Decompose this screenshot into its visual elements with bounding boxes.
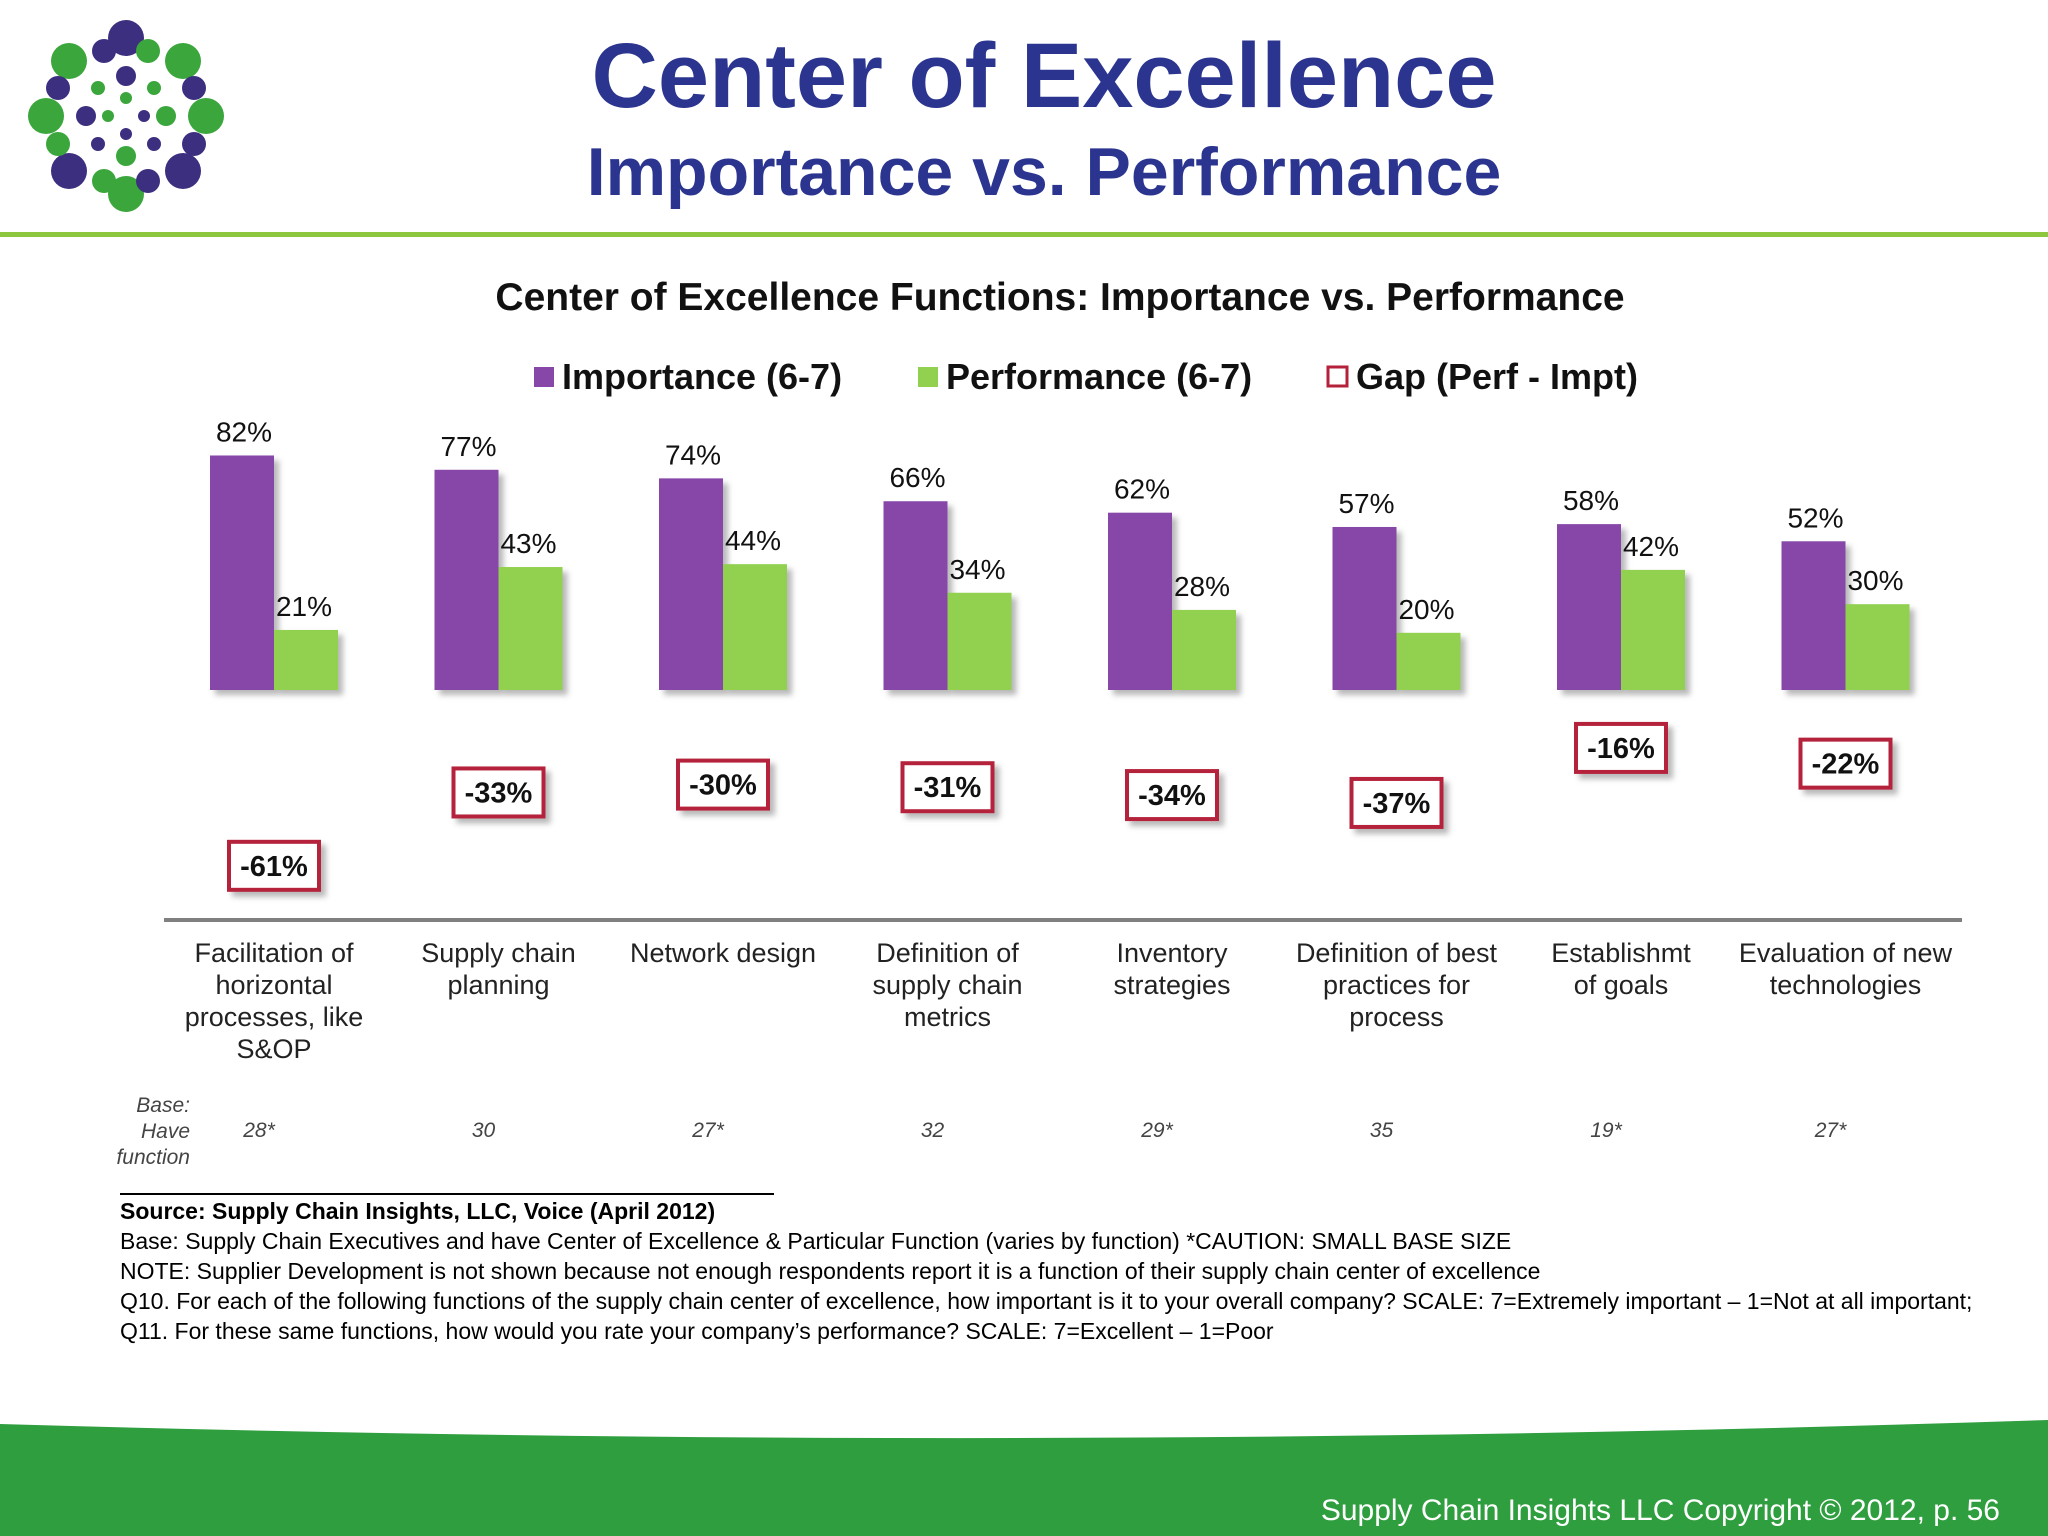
source-note: Source: Supply Chain Insights, LLC, Voic… — [120, 1198, 716, 1224]
base-count: 28* — [243, 1119, 275, 1142]
performance-value-label: 28% — [1174, 571, 1230, 602]
question-note: Q10. For each of the following functions… — [120, 1288, 1973, 1344]
gap-value-label: -37% — [1363, 788, 1431, 820]
note-text: NOTE: Supplier Development is not shown … — [120, 1258, 1541, 1284]
source-divider — [120, 1193, 774, 1195]
legend-swatch-importance — [534, 367, 554, 387]
footnotes: Source: Supply Chain Insights, LLC, Voic… — [120, 1196, 2000, 1346]
title-divider — [0, 232, 2048, 237]
gap-box — [227, 839, 321, 892]
importance-bar — [210, 455, 274, 690]
importance-bar — [883, 501, 948, 690]
slide-title: Center of Excellence — [591, 25, 1497, 127]
importance-value-label: 62% — [1114, 474, 1170, 505]
base-count: 27* — [692, 1119, 724, 1142]
gap-box — [676, 758, 770, 811]
performance-bar — [947, 592, 1012, 690]
importance-bar — [1332, 526, 1397, 690]
performance-bar — [723, 564, 787, 690]
gap-value-label: -30% — [689, 770, 757, 802]
performance-value-label: 44% — [725, 525, 781, 556]
copyright-text: Supply Chain Insights LLC Copyright © 20… — [1320, 1494, 2000, 1527]
performance-value-label: 21% — [276, 591, 332, 622]
legend-label-performance: Performance (6-7) — [946, 356, 1252, 397]
importance-value-label: 77% — [440, 431, 496, 462]
importance-value-label: 66% — [889, 462, 945, 493]
base-count: 29* — [1141, 1119, 1173, 1142]
category-label: Evaluation of new technologies — [1738, 938, 1953, 1000]
performance-bar — [1172, 609, 1236, 690]
gap-value-label: -22% — [1812, 749, 1880, 781]
chart-legend: Importance (6-7) Performance (6-7) Gap (… — [534, 356, 1638, 397]
gap-box — [1125, 769, 1219, 822]
category-label: Facilitation of horizontal processes, like… — [184, 938, 364, 1064]
performance-value-label: 34% — [949, 554, 1005, 585]
slide-subtitle: Importance vs. Performance — [586, 134, 1502, 210]
importance-bar — [1781, 541, 1846, 690]
bar-marks: 82% 21% 77% 43% 74% 44% 66% 34% 62% 28% 57% 20% 58%4… — [210, 416, 1910, 690]
gap-value-label: -31% — [914, 772, 982, 804]
legend-swatch-performance — [918, 367, 938, 387]
gap-box — [451, 766, 546, 819]
performance-value-label: 42% — [1623, 531, 1679, 562]
importance-bar — [434, 469, 499, 690]
gap-value-label: -61% — [240, 851, 308, 883]
footer-band — [0, 1420, 2048, 1536]
base-count: 19* — [1590, 1119, 1622, 1142]
legend-label-importance: Importance (6-7) — [562, 356, 842, 397]
importance-bar — [659, 478, 723, 690]
importance-value-label: 52% — [1787, 502, 1843, 533]
importance-bar — [1557, 524, 1621, 690]
performance-bar — [498, 567, 563, 690]
gap-value-label: -16% — [1587, 733, 1655, 765]
gap-box — [1574, 721, 1668, 774]
legend-swatch-gap — [1326, 365, 1349, 388]
base-note: Base: Supply Chain Executives and have C… — [120, 1228, 1512, 1254]
category-label: Inventory strategies — [1113, 938, 1231, 1000]
importance-bar — [1108, 512, 1172, 690]
performance-bar — [1621, 569, 1685, 690]
legend-label-gap: Gap (Perf - Impt) — [1356, 356, 1638, 397]
importance-value-label: 58% — [1563, 485, 1619, 516]
category-label: Definition of best practices for process — [1295, 938, 1498, 1032]
base-count: 35 — [1369, 1119, 1394, 1142]
base-count: 30 — [471, 1119, 496, 1142]
importance-value-label: 74% — [665, 439, 721, 470]
performance-value-label: 30% — [1847, 565, 1903, 596]
category-label: Definition of supply chain metrics — [872, 938, 1023, 1032]
importance-value-label: 57% — [1338, 488, 1394, 519]
company-logo — [28, 20, 224, 212]
performance-value-label: 43% — [500, 528, 556, 559]
base-count: 27* — [1814, 1119, 1847, 1142]
chart-title: Center of Excellence Functions: Importan… — [495, 276, 1624, 319]
performance-bar — [274, 629, 338, 690]
gap-marks: -61% -33% -30% -31% -34% -37% -16% -22% — [227, 721, 1893, 892]
base-label: Base: Have function — [116, 1094, 190, 1169]
category-label: Network design — [629, 938, 817, 968]
category-label: Establishmt of goals — [1551, 938, 1691, 1000]
performance-bar — [1396, 632, 1461, 690]
gap-box — [900, 761, 995, 814]
performance-bar — [1845, 604, 1910, 690]
performance-value-label: 20% — [1398, 594, 1454, 625]
importance-value-label: 82% — [216, 416, 272, 447]
gap-value-label: -34% — [1138, 780, 1206, 812]
base-count: 32 — [920, 1119, 945, 1142]
gap-value-label: -33% — [465, 777, 533, 809]
gap-box — [1349, 776, 1444, 829]
gap-box — [1798, 737, 1893, 790]
category-label: Supply chain planning — [421, 938, 576, 1000]
